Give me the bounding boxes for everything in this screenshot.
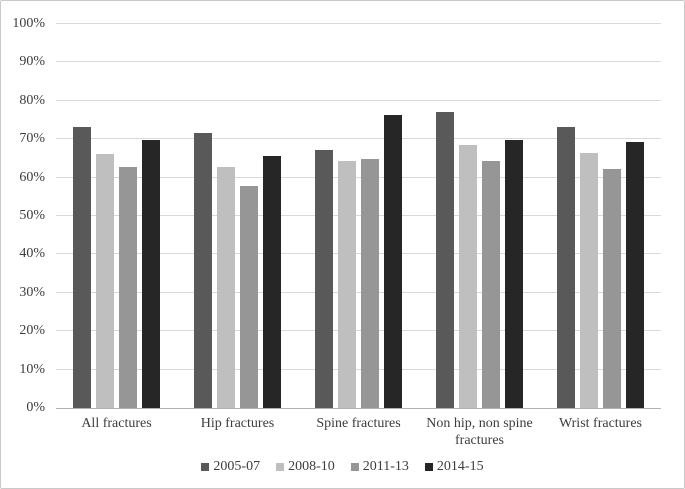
y-tick-label: 40% <box>19 246 45 262</box>
legend-label: 2014-15 <box>436 459 484 474</box>
y-tick-label: 30% <box>19 284 45 300</box>
legend-item: 2014-15 <box>424 459 484 475</box>
bar <box>505 139 523 408</box>
legend-label: 2005-07 <box>213 459 261 474</box>
x-axis-label: All fractures <box>81 416 152 431</box>
y-tick-label: 80% <box>19 92 45 108</box>
legend-item: 2005-07 <box>201 459 260 475</box>
legend-label: 2011-13 <box>362 459 409 474</box>
bar-group <box>56 24 177 408</box>
legend-item: 2011-13 <box>350 459 409 475</box>
legend-swatch <box>276 463 285 471</box>
bar <box>580 153 598 408</box>
gridline <box>56 330 661 332</box>
y-tick-label: 0% <box>26 400 45 415</box>
gridline <box>56 215 661 216</box>
gridline <box>56 176 661 178</box>
legend-label: 2008-10 <box>288 459 335 474</box>
gridline <box>56 61 661 63</box>
bar <box>142 139 160 408</box>
bar-group <box>419 24 540 408</box>
y-tick-label: 70% <box>19 131 45 147</box>
x-axis-label: Hip fractures <box>200 416 275 431</box>
gridline <box>56 291 661 293</box>
plot-area <box>56 23 661 409</box>
bar-group <box>177 24 298 408</box>
bar-group <box>540 24 661 408</box>
gridline <box>56 99 661 101</box>
bar <box>603 168 621 408</box>
bar <box>263 156 281 408</box>
bar <box>240 185 258 408</box>
x-axis-label: Wrist fractures <box>558 416 642 431</box>
bar <box>217 167 235 408</box>
bar <box>384 114 402 408</box>
gridline <box>56 253 661 255</box>
bar <box>459 144 477 408</box>
bar <box>96 153 114 408</box>
legend: 2005-07 2008-10 2011-13 2014-15 <box>1 459 684 475</box>
bar <box>73 126 91 408</box>
bar <box>119 167 137 408</box>
y-tick-label: 10% <box>19 361 45 377</box>
y-tick-label: 50% <box>19 208 45 223</box>
bar <box>557 126 575 408</box>
y-tick-label: 100% <box>12 16 45 31</box>
bar <box>436 111 454 408</box>
bar <box>315 149 333 408</box>
y-tick-label: 20% <box>19 323 45 339</box>
legend-item: 2008-10 <box>276 459 335 475</box>
bar <box>194 133 212 408</box>
gridline <box>56 23 661 24</box>
legend-swatch <box>424 463 433 471</box>
y-tick-label: 60% <box>19 169 45 185</box>
legend-swatch <box>350 463 359 471</box>
x-axis-label: Non hip, non spine fractures <box>426 416 533 448</box>
bar <box>626 141 644 408</box>
bar-group <box>298 24 419 408</box>
gridline <box>56 368 661 370</box>
x-axis-line <box>56 408 661 409</box>
legend-swatch <box>201 463 210 471</box>
y-tick-label: 90% <box>19 54 45 70</box>
x-axis-label: Spine fractures <box>316 416 401 431</box>
gridline <box>56 138 661 140</box>
bar <box>361 159 379 408</box>
bar <box>482 161 500 408</box>
bar <box>338 161 356 408</box>
